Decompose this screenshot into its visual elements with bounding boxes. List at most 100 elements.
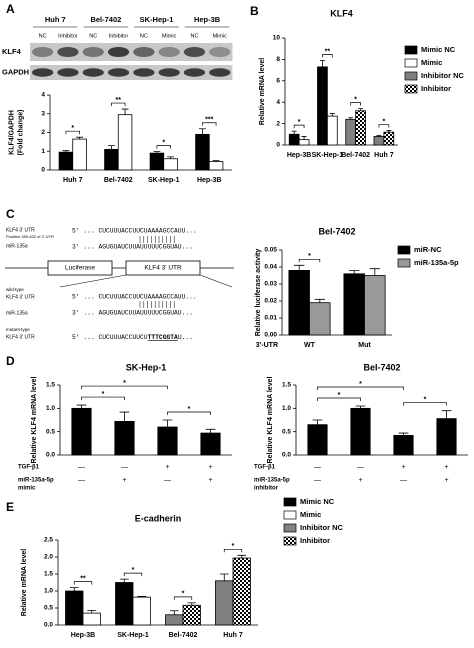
legend-swatch <box>397 258 411 268</box>
bar <box>182 604 201 626</box>
bar <box>350 407 371 456</box>
type-label: mutant-type <box>6 327 30 332</box>
y-tick-label: 2.0 <box>44 554 53 561</box>
y-tick-label: 0.5 <box>44 605 53 612</box>
legend-swatch <box>283 536 297 546</box>
legend-label: miR-135a-5p <box>414 258 459 267</box>
luciferase-box <box>47 260 113 276</box>
bar <box>288 269 310 336</box>
seq-mutation: TTTCGGTA <box>148 334 178 341</box>
bar <box>115 582 134 626</box>
lane-label: Inhibitor <box>58 33 78 39</box>
significance-label: * <box>162 139 165 146</box>
utr-diagram: KLF4 3' UTR Position 359-402 of 3' UTR m… <box>5 227 234 341</box>
significance-bracket <box>111 102 126 107</box>
significance-label: * <box>123 380 126 387</box>
error-bar <box>349 270 360 274</box>
condition-label: inhibitor <box>254 486 279 492</box>
significance-bracket <box>81 396 125 401</box>
error-bar <box>69 587 79 591</box>
legend-label: Inhibitor NC <box>421 71 464 80</box>
y-tick-label: 0.00 <box>264 332 277 339</box>
error-bar <box>167 156 174 159</box>
significance-label: * <box>354 96 357 103</box>
error-bar <box>121 108 129 115</box>
significance-label: * <box>298 119 301 126</box>
blot-band <box>107 68 130 77</box>
bar <box>436 418 457 456</box>
y-tick-label: 2 <box>276 120 280 127</box>
y-tick-label: 1 <box>41 148 45 155</box>
y-tick-label: 0 <box>276 142 280 149</box>
error-bar <box>76 404 87 409</box>
panel-label: D <box>6 354 15 368</box>
x-tick-label: SK-Hep-1 <box>312 152 344 159</box>
seq-part: 5' ... CUCUUUACCUUCU <box>72 334 148 341</box>
error-bar <box>119 578 129 583</box>
base-pairing <box>139 236 175 308</box>
condition-value: — <box>314 464 321 471</box>
blot-strip <box>30 65 233 80</box>
blot-band <box>82 68 104 77</box>
error-bar <box>237 554 247 559</box>
condition-value: — <box>314 477 321 484</box>
lane-label: NC <box>140 33 148 39</box>
utr-label: KLF4 3' UTR <box>6 334 35 340</box>
x-tick-label: SK-Hep-1 <box>148 177 180 184</box>
bar <box>364 275 386 336</box>
error-bar <box>301 136 307 140</box>
x-tick-label: Bel-7402 <box>169 632 198 639</box>
y-axis-label: Relative luciferase activity <box>255 249 262 337</box>
bar <box>104 148 119 171</box>
error-bar <box>355 405 366 409</box>
mir-sequence: 3' ... AGUGUAUCUUAUUUUUCGGUAU... <box>72 244 193 251</box>
significance-bracket <box>156 145 171 149</box>
x-tick-label: Bel-7402 <box>341 152 370 159</box>
mutant-sequence: 5' ... CUCUUUACCUUCUTTTCGGTAU... <box>72 334 193 341</box>
zoom-line <box>59 274 127 288</box>
bar <box>298 139 310 146</box>
condition-label: TGF-β1 <box>254 465 276 471</box>
error-bar <box>76 136 83 140</box>
error-bar <box>137 596 147 598</box>
y-tick-label: 8 <box>276 56 280 63</box>
error-bar <box>312 419 323 425</box>
significance-label: * <box>188 406 191 413</box>
error-bar <box>398 432 409 436</box>
legend-label: Mimic NC <box>421 45 456 54</box>
chart-title: E-cadherin <box>135 513 182 523</box>
condition-value: + <box>208 477 212 484</box>
significance-label: * <box>359 381 362 388</box>
bar <box>307 424 328 456</box>
significance-label: * <box>102 391 105 398</box>
blot-band <box>133 46 155 58</box>
significance-bracket <box>317 397 361 401</box>
significance-bracket <box>65 130 80 135</box>
bar <box>58 151 74 171</box>
condition-label: miR-135a-5p <box>254 478 290 484</box>
lane-label: NC <box>190 33 198 39</box>
y-tick-label: 0.0 <box>44 622 53 629</box>
error-bar <box>119 411 130 422</box>
blot-strip <box>30 43 233 61</box>
panel-label: E <box>6 500 14 514</box>
blot-band <box>57 46 79 58</box>
x-tick-label: Mut <box>358 342 371 349</box>
error-bar <box>212 160 220 162</box>
y-tick-label: 0.02 <box>264 298 277 305</box>
significance-label: ** <box>80 575 86 582</box>
legend-label: Inhibitor NC <box>300 523 343 532</box>
bar <box>345 118 357 146</box>
y-axis-label: Relative mRNA level <box>21 549 28 616</box>
y-tick-label: 10 <box>273 35 281 42</box>
legend-label: Inhibitor <box>300 536 330 545</box>
significance-label: * <box>132 567 135 574</box>
lane-label: Inhibitor <box>109 33 129 39</box>
condition-value: — <box>78 464 85 471</box>
lane-label: NC <box>39 33 47 39</box>
error-bar <box>376 134 382 137</box>
bar <box>208 161 224 171</box>
blot-band <box>32 46 54 58</box>
bar <box>343 273 365 336</box>
legend-label: Mimic <box>300 510 321 519</box>
